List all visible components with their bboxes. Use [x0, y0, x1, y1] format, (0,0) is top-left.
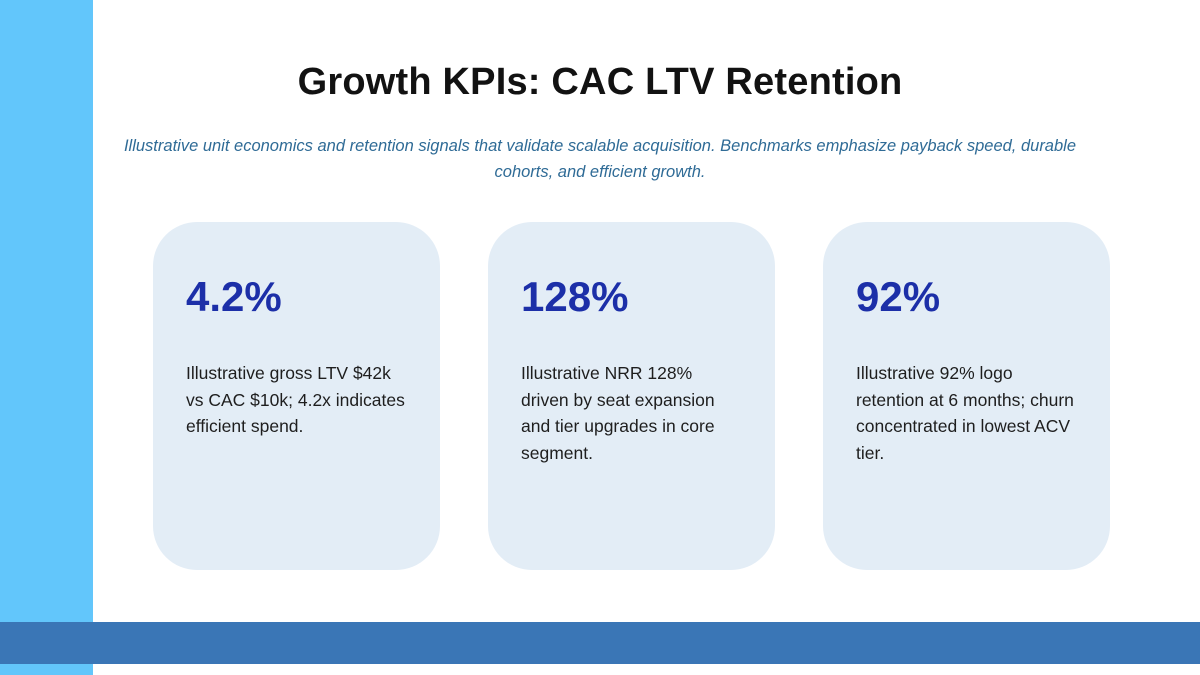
left-accent-bar	[0, 0, 93, 675]
kpi-cards: 4.2% Illustrative gross LTV $42k vs CAC …	[153, 222, 1110, 570]
kpi-card-ltv-cac: 4.2% Illustrative gross LTV $42k vs CAC …	[153, 222, 440, 570]
kpi-card-nrr: 128% Illustrative NRR 128% driven by sea…	[488, 222, 775, 570]
kpi-card-logo-retention: 92% Illustrative 92% logo retention at 6…	[823, 222, 1110, 570]
kpi-stat-description: Illustrative gross LTV $42k vs CAC $10k;…	[186, 363, 405, 437]
bottom-accent-bar	[0, 622, 1200, 664]
slide-subtitle: Illustrative unit economics and retentio…	[123, 136, 1077, 181]
slide-title: Growth KPIs: CAC LTV Retention	[297, 61, 903, 104]
kpi-stat-value: 92%	[856, 273, 941, 320]
kpi-stat-description: Illustrative 92% logo retention at 6 mon…	[856, 363, 1074, 463]
kpi-stat-value: 4.2%	[186, 273, 282, 320]
kpi-stat-value: 128%	[521, 273, 629, 320]
kpi-stat-description: Illustrative NRR 128% driven by seat exp…	[521, 363, 715, 463]
